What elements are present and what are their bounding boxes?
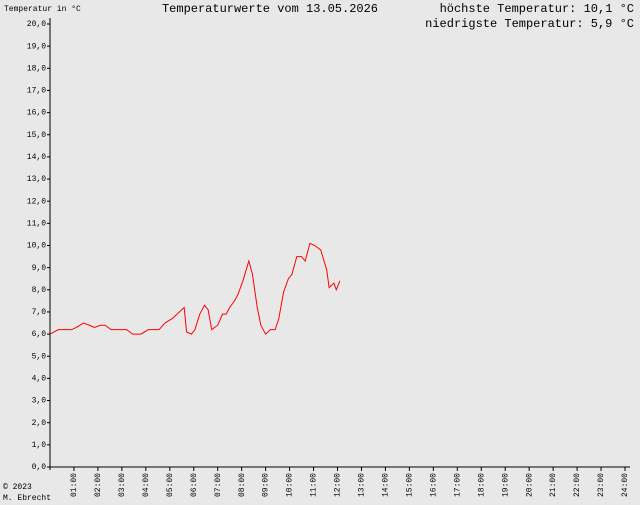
y-tick-label: 7,0 <box>32 308 47 317</box>
x-tick-label: 03:00 <box>118 473 127 497</box>
x-tick-label: 21:00 <box>549 473 558 497</box>
y-axis-label: Temperatur in °C <box>4 5 81 14</box>
y-tick-label: 8,0 <box>32 286 47 295</box>
y-tick-label: 1,0 <box>32 441 47 450</box>
chart-title: Temperaturwerte vom 13.05.2026 <box>162 2 378 16</box>
x-tick-label: 14:00 <box>382 473 391 497</box>
x-tick-label: 20:00 <box>525 473 534 497</box>
y-tick-label: 17,0 <box>27 87 46 96</box>
x-tick-label: 19:00 <box>501 473 510 497</box>
x-tick-label: 12:00 <box>334 473 343 497</box>
y-tick-label: 20,0 <box>27 20 46 29</box>
y-tick-label: 12,0 <box>27 197 46 206</box>
y-tick-label: 0,0 <box>32 463 47 472</box>
x-tick-label: 23:00 <box>597 473 606 497</box>
y-tick-label: 16,0 <box>27 109 46 118</box>
x-tick-label: 09:00 <box>262 473 271 497</box>
y-tick-label: 11,0 <box>27 219 46 228</box>
x-tick-label: 16:00 <box>429 473 438 497</box>
y-tick-label: 2,0 <box>32 419 47 428</box>
x-tick-label: 07:00 <box>214 473 223 497</box>
y-tick-label: 3,0 <box>32 397 47 406</box>
x-tick-label: 02:00 <box>94 473 103 497</box>
y-tick-label: 13,0 <box>27 175 46 184</box>
x-tick-label: 17:00 <box>453 473 462 497</box>
y-tick-label: 14,0 <box>27 153 46 162</box>
x-tick-label: 10:00 <box>286 473 295 497</box>
y-tick-label: 18,0 <box>27 64 46 73</box>
y-tick-label: 10,0 <box>27 242 46 251</box>
x-tick-label: 05:00 <box>166 473 175 497</box>
x-tick-label: 24:00 <box>621 473 630 497</box>
x-tick-label: 22:00 <box>573 473 582 497</box>
author: M. Ebrecht <box>3 494 51 503</box>
x-tick-label: 08:00 <box>238 473 247 497</box>
temperature-line <box>49 242 341 335</box>
y-tick-label: 9,0 <box>32 264 47 273</box>
y-tick-label: 4,0 <box>32 375 47 384</box>
y-tick-label: 6,0 <box>32 330 47 339</box>
x-tick-label: 15:00 <box>405 473 414 497</box>
y-tick-label: 15,0 <box>27 131 46 140</box>
x-tick-label: 18:00 <box>477 473 486 497</box>
max-temp: höchste Temperatur: 10,1 °C <box>440 2 634 16</box>
copyright: © 2023 <box>3 483 32 492</box>
y-tick-label: 5,0 <box>32 352 47 361</box>
x-tick-label: 04:00 <box>142 473 151 497</box>
x-tick-label: 11:00 <box>310 473 319 497</box>
x-tick-label: 01:00 <box>70 473 79 497</box>
x-tick-label: 13:00 <box>358 473 367 497</box>
x-tick-label: 06:00 <box>190 473 199 497</box>
y-tick-label: 19,0 <box>27 42 46 51</box>
min-temp: niedrigste Temperatur: 5,9 °C <box>425 17 634 31</box>
